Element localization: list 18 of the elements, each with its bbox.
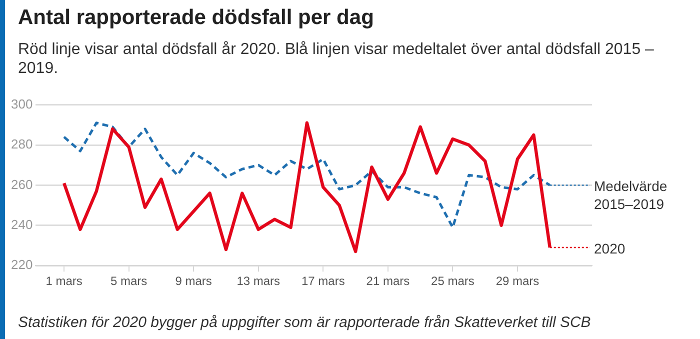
y-tick-label: 300 — [10, 96, 33, 112]
x-tick-label: 29 mars — [496, 274, 540, 288]
y-tick-label: 220 — [10, 257, 33, 272]
x-tick-label: 21 mars — [366, 274, 410, 288]
x-tick-label: 13 mars — [236, 274, 280, 288]
text: Statistiken för 2020 bygger på uppgifter som är rapporterade från Skatteverket till SCB — [18, 314, 591, 331]
legend-label: 2020 — [594, 240, 626, 256]
x-tick-label: 25 mars — [431, 274, 474, 288]
y-tick-label: 260 — [10, 176, 33, 192]
y-tick-label: 240 — [10, 216, 33, 232]
chart-title: Antal rapporterade dödsfall per dag — [18, 6, 374, 30]
chart-subtitle: Röd linje visar antal dödsfall år 2020. Blå linjen visar medeltalet över antal dödsfall 2015 – 2019. — [18, 40, 655, 78]
x-tick-label: 17 mars — [301, 274, 345, 288]
x-tick-label: 1 mars — [46, 274, 82, 288]
x-tick-label: 5 mars — [110, 274, 148, 288]
y-tick-label: 280 — [10, 136, 33, 152]
legend-label: Medelvärde 2015–2019 — [594, 178, 668, 212]
x-tick-label: 9 mars — [175, 274, 212, 288]
